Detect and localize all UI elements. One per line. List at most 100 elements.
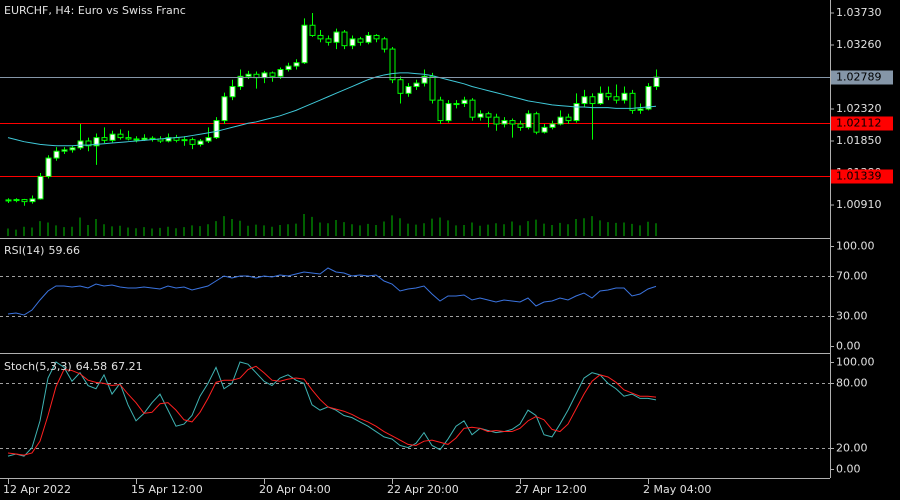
y-tick-label: 1.02320 <box>836 102 882 115</box>
candle-body <box>261 72 268 79</box>
candle-body <box>13 199 20 202</box>
indicator-value: 67.21 <box>111 360 143 373</box>
candle-body <box>453 103 460 106</box>
x-tick-label: 2 May 04:00 <box>643 483 711 496</box>
candle-body <box>29 198 36 203</box>
indicator-header: RSI(14) 59.66 <box>4 244 80 257</box>
candle-body <box>189 139 196 145</box>
indicator-header: Stoch(5,3,3) 64.58 67.21 <box>4 360 143 373</box>
candle-body <box>349 38 356 47</box>
candle-body <box>597 92 604 105</box>
candle-body <box>605 92 612 98</box>
candle-body <box>549 123 556 128</box>
candle-body <box>165 137 172 142</box>
y-tick-label: 1.03730 <box>836 6 882 19</box>
x-tick-label: 27 Apr 12:00 <box>515 483 587 496</box>
candle-body <box>653 76 660 88</box>
y-tick-label: 0.00 <box>836 463 861 476</box>
candle-body <box>477 113 484 118</box>
candle-body <box>245 73 252 77</box>
candle-body <box>557 116 564 125</box>
candle-body <box>501 120 508 125</box>
candle-body <box>101 137 108 141</box>
candle-body <box>437 99 444 122</box>
indicator-label: RSI(14) <box>4 244 44 257</box>
x-tick-label: 12 Apr 2022 <box>3 483 71 496</box>
candle-body <box>213 120 220 139</box>
candle-body <box>285 65 292 71</box>
candle-body <box>541 126 548 133</box>
candle-body <box>637 108 644 111</box>
candle-body <box>413 82 420 88</box>
moving-average <box>7 72 657 147</box>
y-tick-label: 20.00 <box>836 442 868 455</box>
candle-body <box>373 34 380 40</box>
level-line-label: 1.01339 <box>836 170 882 183</box>
candle-body <box>293 62 300 67</box>
candle-body <box>589 96 596 105</box>
candle-body <box>493 116 500 125</box>
y-tick-label: 30.00 <box>836 310 868 323</box>
x-tick-label: 22 Apr 20:00 <box>387 483 459 496</box>
candle-body <box>325 38 332 43</box>
candle-body <box>61 149 68 152</box>
candle-body <box>5 199 12 202</box>
candle-body <box>509 120 516 125</box>
candle-body <box>365 34 372 43</box>
y-tick-label: 100.00 <box>836 240 875 253</box>
y-tick-label: 70.00 <box>836 270 868 283</box>
candle-body <box>21 199 28 203</box>
candle-body <box>525 113 532 128</box>
candle-body <box>645 86 652 110</box>
candle-body <box>405 86 412 94</box>
candle-body <box>93 137 100 147</box>
indicator-label: Stoch(5,3,3) <box>4 360 72 373</box>
candle-body <box>357 38 364 43</box>
candle-body <box>445 103 452 122</box>
candle-body <box>381 38 388 50</box>
candle-body <box>229 86 236 98</box>
candle-body <box>205 137 212 142</box>
candle-body <box>517 123 524 128</box>
indicator-line <box>7 267 657 316</box>
y-tick-label: 80.00 <box>836 377 868 390</box>
y-tick-label: 0.00 <box>836 340 861 353</box>
candle-body <box>469 99 476 118</box>
candle-body <box>333 31 340 43</box>
level-line-label: 1.02112 <box>836 117 882 130</box>
candle-body <box>309 24 316 36</box>
candle-body <box>389 48 396 81</box>
candle-body <box>485 113 492 118</box>
level-line-box <box>831 169 893 184</box>
candle-body <box>45 157 52 177</box>
level-line-box <box>831 116 893 131</box>
chart-title: EURCHF, H4: Euro vs Swiss Franc <box>4 4 186 17</box>
price-line-box <box>831 70 893 85</box>
candle-body <box>237 75 244 88</box>
candle-body <box>301 24 308 64</box>
indicator-value: 64.58 <box>76 360 108 373</box>
candle-body <box>565 116 572 122</box>
candle-body <box>109 133 116 141</box>
candle-body <box>133 138 140 141</box>
x-tick-label: 20 Apr 04:00 <box>259 483 331 496</box>
candle-body <box>141 137 148 141</box>
y-tick-label: 1.00910 <box>836 198 882 211</box>
y-tick-label: 100.00 <box>836 356 875 369</box>
candle-body <box>533 113 540 133</box>
candle-body <box>125 137 132 140</box>
y-tick-label: 1.01850 <box>836 134 882 147</box>
indicator-line <box>7 361 657 457</box>
candle-body <box>621 92 628 101</box>
x-tick-label: 15 Apr 12:00 <box>131 483 203 496</box>
candle-body <box>53 150 60 159</box>
indicator-line <box>7 365 657 456</box>
candle-body <box>397 79 404 94</box>
plot-layer: 1.037301.032601.023201.018501.013801.009… <box>0 6 893 496</box>
y-tick-label: 1.03260 <box>836 38 882 51</box>
candle-body <box>613 96 620 101</box>
candle-body <box>341 31 348 47</box>
candle-body <box>77 140 84 149</box>
